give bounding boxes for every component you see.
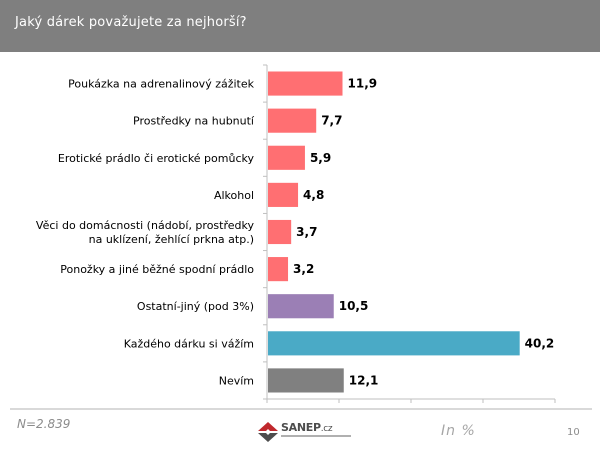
bar-chart: 11,9 Poukázka na adrenalinový zážitek 7,7 P… [36,64,556,403]
category-label: Erotické prádlo či erotické pomůcky [58,152,255,165]
category-label: Ponožky a jiné běžné spodní prádlo [60,263,254,276]
sanep-logo: SANEP.cz [256,420,356,444]
data-label: 5,9 [310,151,331,165]
category-label: Prostředky na hubnutí [133,115,255,128]
footer-divider [10,408,592,410]
sample-size: N=2.839 [17,417,71,431]
slide-header: Jaký dárek považujete za nejhorší? [0,0,600,52]
bar [268,145,305,170]
data-label: 3,7 [296,225,317,239]
page-number: 10 [567,427,580,438]
data-label: 7,7 [321,114,342,128]
category-label: Nevím [219,374,254,387]
category-label: na uklízení, žehlící prkna atp.) [89,233,254,246]
category-label: Alkohol [214,189,254,202]
category-label: Poukázka na adrenalinový zážitek [68,78,254,91]
category-label: Každého dárku si vážím [124,337,254,350]
slide-title: Jaký dárek považujete za nejhorší? [15,15,247,30]
category-label: Ostatní-jiný (pod 3%) [137,300,254,313]
data-label: 3,2 [293,262,314,276]
bar [268,219,292,245]
data-label: 12,1 [349,373,379,387]
logo-brand: SANEP.cz [281,421,333,434]
data-label: 11,9 [348,77,378,91]
data-label: 10,5 [339,299,369,313]
data-label: 40,2 [525,336,555,350]
logo-tagline [281,435,351,437]
bar [268,257,289,282]
category-label: Věci do domácnosti (nádobí, prostředky [36,219,255,232]
data-label: 4,8 [303,188,324,202]
bar [268,368,344,393]
logo-icon [258,422,278,442]
bar [268,331,520,356]
bar [268,108,317,133]
bar [268,71,343,96]
unit-label: In % [441,423,476,439]
bar [268,182,299,207]
bar [268,294,334,319]
